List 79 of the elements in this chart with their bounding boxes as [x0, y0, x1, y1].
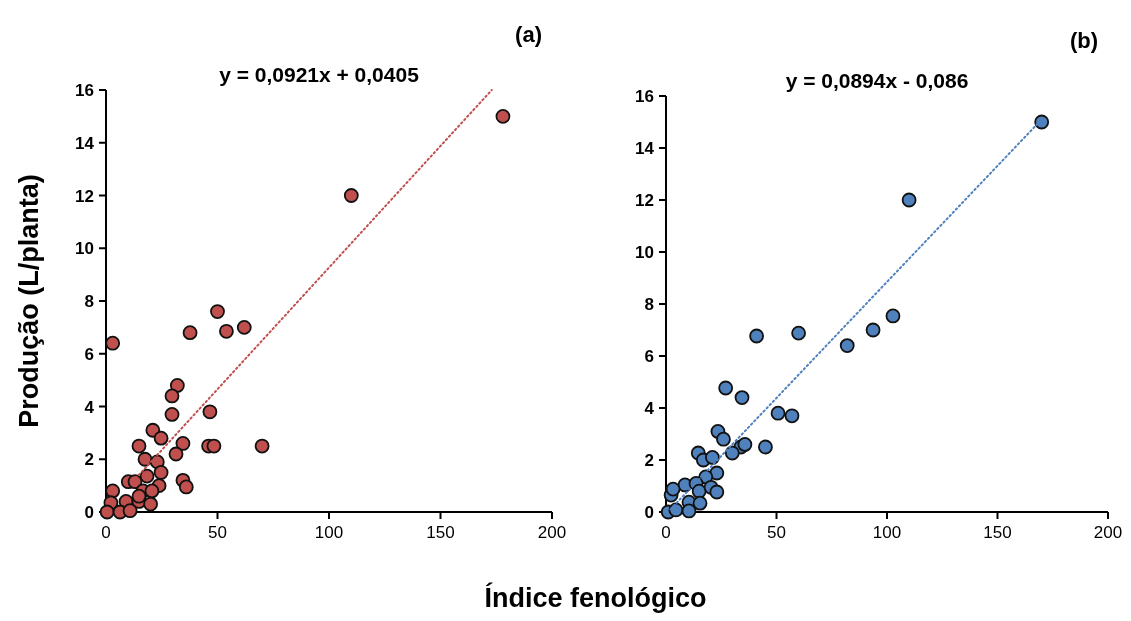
y-tick-label: 0	[644, 503, 654, 522]
y-tick-label: 16	[635, 87, 654, 106]
point	[178, 479, 194, 495]
point	[709, 484, 725, 500]
chart-title: (a)	[515, 22, 542, 47]
x-tick-label: 200	[537, 523, 567, 542]
point	[1034, 114, 1050, 130]
x-tick-label: 0	[101, 523, 111, 542]
x-tick-label: 50	[767, 523, 786, 542]
y-tick-label: 2	[84, 450, 94, 470]
y-tick-label: 8	[84, 292, 94, 311]
y-tick-label: 8	[644, 295, 654, 314]
y-tick-label: 14	[75, 133, 95, 153]
point	[131, 438, 147, 454]
point	[839, 338, 855, 353]
point	[122, 503, 138, 519]
x-tick-label: 0	[661, 523, 671, 542]
point	[153, 430, 169, 446]
point	[105, 335, 121, 351]
point	[143, 496, 158, 512]
point	[791, 325, 806, 341]
y-tick-label: 6	[644, 347, 654, 366]
point	[885, 308, 901, 324]
point	[734, 390, 750, 405]
point	[139, 468, 155, 484]
point	[153, 465, 169, 480]
point	[164, 407, 180, 422]
x-tick-label: 150	[983, 523, 1012, 542]
y-tick-label: 2	[644, 451, 654, 470]
y-tick-label: 6	[84, 344, 94, 364]
x-tick-label: 200	[1093, 523, 1123, 542]
point	[770, 405, 786, 421]
point	[718, 380, 734, 396]
text: y = 0,0894x - 0,086	[785, 69, 969, 92]
point	[901, 192, 917, 208]
point	[343, 188, 359, 203]
x-tick-label: 100	[314, 523, 344, 542]
point	[254, 438, 270, 454]
x-tick-label: 100	[872, 523, 902, 542]
y-tick-label: 12	[75, 186, 94, 206]
x-tick-label: 150	[426, 523, 455, 542]
y-tick-label: 4	[84, 397, 95, 417]
point	[175, 436, 191, 451]
point	[169, 378, 185, 393]
y-axis-title: Produção (L/planta)	[14, 174, 44, 428]
point	[681, 503, 697, 519]
point	[724, 445, 740, 461]
point	[749, 328, 765, 344]
chart-title: (b)	[1069, 28, 1098, 53]
point	[737, 437, 753, 452]
y-tick-label: 10	[635, 243, 654, 262]
y-tick-label: 0	[84, 503, 94, 522]
point	[99, 504, 115, 520]
point	[210, 304, 225, 319]
point	[716, 431, 731, 447]
point	[131, 488, 147, 504]
point	[758, 439, 773, 455]
point	[495, 108, 511, 124]
point	[784, 408, 800, 424]
y-tick-label: 4	[644, 399, 655, 418]
y-tick-label: 16	[75, 81, 94, 100]
text: y = 0,0921x + 0,0405	[219, 63, 420, 86]
y-tick-label: 10	[75, 239, 94, 259]
x-axis-title: Índice fenológico	[484, 582, 707, 613]
point	[865, 322, 881, 338]
y-tick-label: 12	[635, 191, 654, 210]
x-tick-label: 50	[208, 523, 227, 542]
point	[692, 495, 708, 511]
point	[202, 404, 218, 420]
point	[236, 319, 252, 335]
point	[182, 325, 198, 341]
point	[164, 388, 180, 404]
point	[219, 323, 234, 339]
point	[168, 446, 184, 462]
point	[665, 481, 681, 497]
point	[144, 483, 160, 499]
point	[705, 450, 720, 465]
point	[206, 438, 222, 454]
y-tick-label: 14	[635, 139, 655, 158]
